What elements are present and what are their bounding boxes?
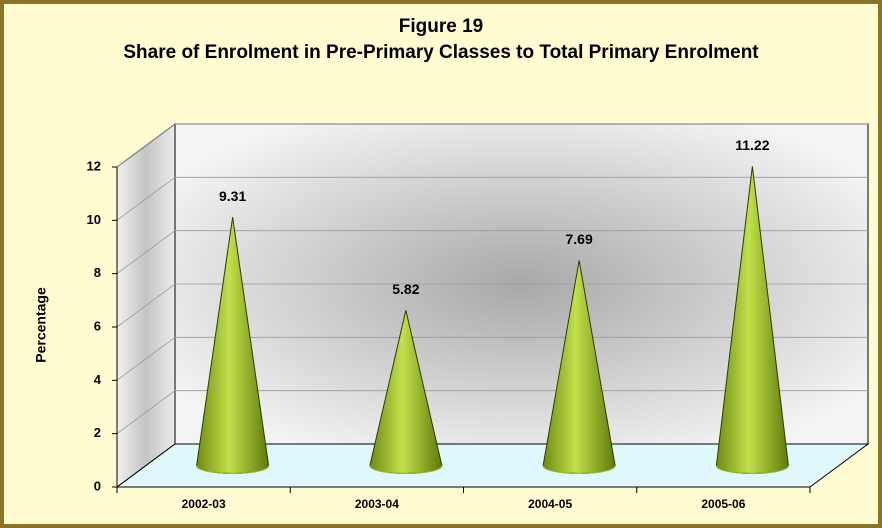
cone-base [715, 465, 789, 474]
grid-line [116, 336, 868, 381]
y-tick-label: 4 [94, 372, 102, 387]
cone [715, 166, 789, 474]
titles: Figure 19 Share of Enrolment in Pre-Prim… [0, 14, 882, 66]
y-tick-label: 10 [87, 212, 101, 227]
x-tick-label: 2005-06 [701, 497, 745, 511]
y-tick-label: 12 [87, 158, 101, 173]
y-tick-label: 6 [94, 318, 101, 333]
data-label: 11.22 [735, 137, 769, 153]
floor [115, 443, 870, 488]
data-label: 5.82 [392, 281, 419, 297]
cone-base [542, 465, 616, 474]
grid-line [116, 176, 868, 221]
data-label: 7.69 [566, 231, 593, 247]
x-tick-label: 2002-03 [182, 497, 226, 511]
cone-base [196, 465, 270, 474]
grid-line [116, 283, 868, 328]
y-tick-label: 2 [94, 425, 101, 440]
y-tick-label: 0 [94, 478, 101, 493]
y-tick-label: 8 [94, 265, 101, 280]
data-label: 9.31 [219, 188, 246, 204]
grid-line [116, 230, 868, 274]
cone [542, 260, 616, 474]
grid-line [116, 390, 868, 434]
y-axis-title: Percentage [33, 287, 49, 363]
chart-subtitle: Share of Enrolment in Pre-Primary Classe… [123, 42, 759, 63]
x-tick-label: 2004-05 [528, 497, 572, 511]
cone [369, 310, 443, 474]
grid-line [116, 123, 868, 168]
cone [196, 217, 270, 474]
chart-title: Figure 19 [398, 16, 484, 37]
cone-base [369, 465, 443, 474]
x-tick-label: 2003-04 [355, 497, 399, 511]
